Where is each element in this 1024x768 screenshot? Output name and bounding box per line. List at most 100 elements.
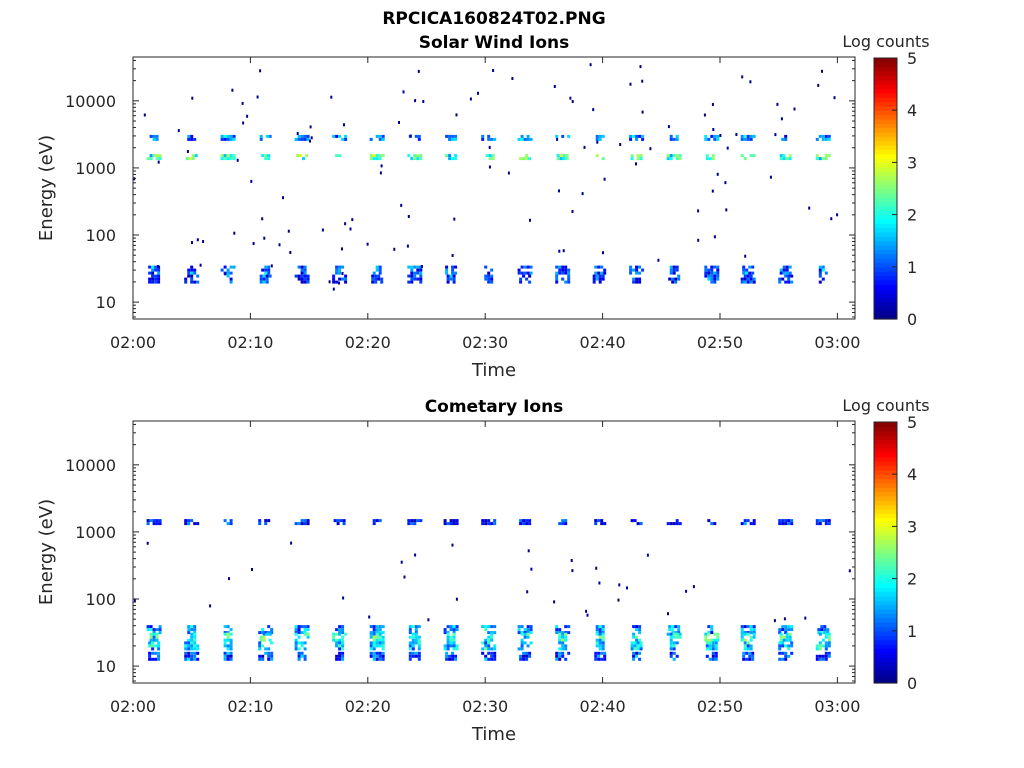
solar-wind-cell xyxy=(332,134,336,138)
cometary-cell xyxy=(187,657,191,661)
cometary-cell xyxy=(597,651,601,655)
colorbar-segment xyxy=(874,171,897,177)
cometary-cell xyxy=(264,519,268,523)
solar-wind-count xyxy=(603,177,606,181)
cometary-cell xyxy=(669,522,673,526)
cometary-cell xyxy=(193,632,197,636)
cometary-cell xyxy=(484,522,488,526)
cometary-cell xyxy=(630,644,634,648)
cometary-cell xyxy=(378,628,382,632)
solar-wind-cell xyxy=(562,154,566,158)
cometary-cell xyxy=(446,641,450,645)
cometary-cell xyxy=(378,657,382,661)
solar-wind-cell xyxy=(520,134,524,138)
solar-wind-cell xyxy=(187,137,191,141)
solar-wind-cell xyxy=(785,157,789,161)
cometary-count xyxy=(526,590,529,594)
cometary-cell xyxy=(300,644,304,648)
cometary-cell xyxy=(226,647,230,651)
solar-wind-cell xyxy=(416,268,420,272)
solar-wind-cell xyxy=(666,157,670,161)
cometary-cell xyxy=(555,625,559,629)
colorbar-segment xyxy=(874,635,897,641)
solar-wind-cell xyxy=(413,157,417,161)
solar-wind-cell xyxy=(519,157,523,161)
cometary-cell xyxy=(815,647,819,651)
solar-wind-cell xyxy=(417,134,421,138)
solar-wind-count xyxy=(417,69,420,73)
solar-wind-cell xyxy=(751,271,755,275)
cometary-cell xyxy=(675,632,679,636)
colorbar-tick-label: 0 xyxy=(907,310,917,329)
solar-wind-cell xyxy=(639,157,643,161)
cometary-cell xyxy=(411,638,415,642)
solar-wind-cell xyxy=(188,157,192,161)
cometary-cell xyxy=(787,647,791,651)
cometary-cell xyxy=(155,638,159,642)
cometary-cell xyxy=(674,625,678,629)
solar-wind-cell xyxy=(454,134,458,138)
cometary-cell xyxy=(672,651,676,655)
cometary-cell xyxy=(713,522,717,526)
cometary-cell xyxy=(558,635,562,639)
cometary-cell xyxy=(223,641,227,645)
solar-wind-count xyxy=(808,206,811,210)
solar-wind-cell xyxy=(672,268,676,272)
cometary-count xyxy=(527,549,530,553)
solar-wind-cell xyxy=(267,268,271,272)
solar-wind-cell xyxy=(152,134,156,138)
solar-wind-cell xyxy=(262,280,266,284)
solar-wind-count xyxy=(697,209,700,213)
solar-wind-cell xyxy=(790,274,794,278)
cometary-cell xyxy=(635,625,639,629)
solar-wind-count xyxy=(250,179,253,183)
cometary-cell xyxy=(818,641,822,645)
cometary-cell xyxy=(493,657,497,661)
solar-wind-cell xyxy=(824,134,828,138)
cometary-cell xyxy=(297,635,301,639)
cometary-cell xyxy=(381,644,385,648)
cometary-cell xyxy=(378,638,382,642)
colorbar-segment xyxy=(874,439,897,445)
solar-wind-cell xyxy=(638,280,642,284)
solar-wind-cell xyxy=(226,134,230,138)
solar-wind-cell xyxy=(148,280,152,284)
cometary-cell xyxy=(745,657,749,661)
cometary-count xyxy=(427,618,430,622)
cometary-cell xyxy=(632,654,636,658)
solar-wind-cell xyxy=(446,277,450,281)
cometary-cell xyxy=(449,641,453,645)
solar-wind-count xyxy=(199,263,202,267)
cometary-cell xyxy=(598,647,602,651)
colorbar-segment xyxy=(874,678,897,684)
cometary-cell xyxy=(452,638,456,642)
cometary-cell xyxy=(449,625,453,629)
cometary-cell xyxy=(743,644,747,648)
solar-wind-cell xyxy=(451,137,455,141)
solar-wind-count xyxy=(455,113,458,117)
solar-wind-cell xyxy=(782,268,786,272)
solar-wind-cell xyxy=(413,265,417,269)
cometary-cell xyxy=(190,635,194,639)
cometary-count xyxy=(368,615,371,619)
colorbar-segment xyxy=(874,426,897,432)
cometary-cell xyxy=(372,632,376,636)
cometary-cell xyxy=(452,628,456,632)
solar-wind-cell xyxy=(375,134,379,138)
solar-wind-cell xyxy=(335,271,339,275)
solar-wind-cell xyxy=(529,137,533,141)
cometary-cell xyxy=(417,651,421,655)
solar-wind-cell xyxy=(306,280,310,284)
cometary-cell xyxy=(300,519,304,523)
cometary-cell xyxy=(443,519,447,523)
cometary-cell xyxy=(639,647,643,651)
cometary-cell xyxy=(561,654,565,658)
solar-wind-cell xyxy=(410,274,414,278)
colorbar-tick-label: 5 xyxy=(907,413,917,432)
cometary-cell xyxy=(335,638,339,642)
solar-wind-cell xyxy=(232,157,236,161)
solar-wind-cell xyxy=(484,274,488,278)
solar-wind-cell xyxy=(303,137,307,141)
cometary-cell xyxy=(190,647,194,651)
cometary-cell xyxy=(781,625,785,629)
